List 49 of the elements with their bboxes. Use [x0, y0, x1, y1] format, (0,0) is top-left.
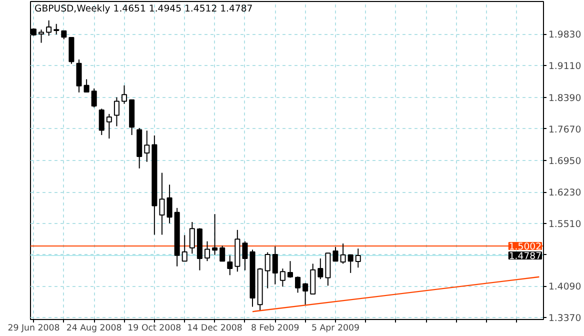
candlestick: [46, 20, 52, 36]
candlestick: [264, 252, 270, 289]
candlestick: [91, 88, 97, 108]
ref-line-label: 1.5002: [508, 242, 542, 253]
candlestick: [38, 29, 44, 44]
candlestick: [114, 96, 120, 127]
candlestick: [348, 254, 354, 274]
candlestick: [76, 58, 82, 93]
candlestick: [166, 184, 172, 224]
candlestick: [182, 234, 188, 262]
candlestick: [227, 254, 233, 276]
candlestick: [189, 221, 195, 254]
x-tick-label: 29 Jun 2008: [8, 324, 60, 334]
candlestick: [144, 130, 150, 162]
ref-line-label: 1.4787: [508, 251, 542, 262]
y-tick-label: 1.3370: [548, 313, 582, 324]
y-tick-label: 1.7670: [548, 124, 582, 136]
candlestick: [340, 243, 346, 264]
candlestick: [280, 268, 286, 288]
candlestick: [287, 260, 293, 278]
candlestick: [122, 84, 128, 104]
y-tick-label: 1.8390: [548, 92, 582, 104]
chart-title: GBPUSD,Weekly 1.4651 1.4945 1.4512 1.4787: [34, 4, 253, 14]
candlestick: [295, 276, 301, 294]
x-tick-label: 24 Aug 2008: [66, 324, 122, 334]
y-tick-label: 1.5510: [548, 219, 582, 230]
candlestick: [318, 258, 324, 280]
y-tick-label: 1.9830: [548, 30, 582, 41]
candlestick: [159, 172, 165, 236]
candlestick: [212, 214, 218, 256]
candlestick: [54, 23, 60, 35]
y-tick-label: 1.6230: [548, 188, 582, 199]
x-tick-label: 5 Apr 2009: [311, 324, 360, 334]
y-tick-label: 1.4090: [548, 282, 582, 293]
y-tick-label: 1.9110: [548, 61, 582, 72]
candlestick: [84, 78, 90, 93]
x-tick-label: 19 Oct 2008: [128, 324, 182, 334]
candlestick: [220, 245, 226, 262]
candlestick: [355, 248, 361, 268]
candlestick: [204, 240, 210, 262]
x-tick-label: 8 Feb 2009: [250, 324, 300, 334]
candlestick: [106, 113, 112, 140]
candlestick: [272, 246, 278, 285]
candlestick: [302, 282, 308, 306]
candlestick: [332, 246, 338, 262]
candlestick: [242, 240, 248, 271]
candlestick: [98, 108, 104, 136]
x-tick-label: 14 Dec 2008: [187, 324, 242, 334]
y-tick-label: 1.6950: [548, 156, 582, 167]
